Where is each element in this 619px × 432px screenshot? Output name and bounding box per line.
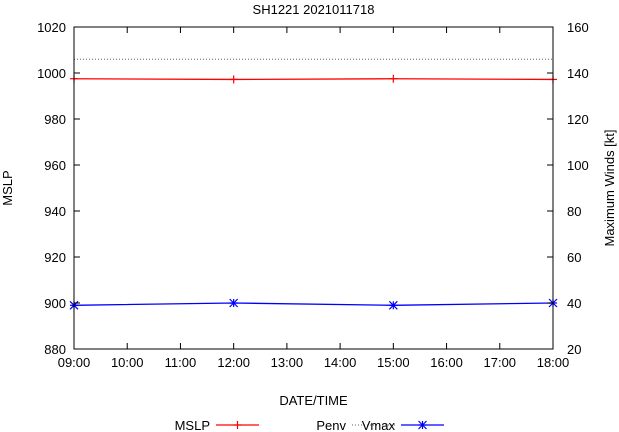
series-point-vmax-d2 xyxy=(229,298,239,308)
x-tick-label: 17:00 xyxy=(484,355,517,370)
y2-axis-title: Maximum Winds [kt] xyxy=(602,129,617,246)
y-tick-label: 940 xyxy=(44,204,66,219)
x-tick-label: 16:00 xyxy=(430,355,463,370)
x-tick-label: 10:00 xyxy=(111,355,144,370)
y-tick-label: 1020 xyxy=(37,20,66,35)
y2-tick-label: 80 xyxy=(567,204,581,219)
y2-tick-label: 100 xyxy=(567,158,589,173)
x-tick-label: 18:00 xyxy=(537,355,570,370)
y-axis-title: MSLP xyxy=(0,170,15,205)
series-point-vmax-d2 xyxy=(388,300,398,310)
legend-label-vmax: Vmax xyxy=(362,418,396,432)
series-point-mslp xyxy=(229,75,238,84)
y2-tick-label: 20 xyxy=(567,342,581,357)
legend-swatch-vmax-marker-d2 xyxy=(418,420,427,430)
series-point-vmax xyxy=(388,300,398,310)
legend-label-penv: Penv xyxy=(316,418,346,432)
legend-swatch-vmax xyxy=(401,420,444,430)
legend-swatch-mslp-marker xyxy=(233,421,242,429)
x-tick-label: 15:00 xyxy=(377,355,410,370)
x-tick-label: 14:00 xyxy=(324,355,357,370)
y2-tick-label: 40 xyxy=(567,296,581,311)
legend: MSLP Penv Vmax xyxy=(175,418,444,432)
y-tick-label: 880 xyxy=(44,342,66,357)
legend-label-mslp: MSLP xyxy=(175,418,210,432)
series-line-mslp xyxy=(73,78,554,81)
x-tick-label: 11:00 xyxy=(165,355,197,370)
legend-swatch-mslp xyxy=(216,421,259,429)
series-point-vmax xyxy=(229,298,239,308)
x-tick-label: 13:00 xyxy=(271,355,304,370)
x-tick-label: 12:00 xyxy=(217,355,250,370)
series-point-mslp xyxy=(389,74,398,83)
y2-tick-label: 140 xyxy=(567,66,589,81)
tick-layer: 09:00 10:00 11:00 12:00 13:00 14:00 15:00 16:00… xyxy=(37,20,589,370)
series-line-vmax xyxy=(73,302,554,306)
y2-tick-label: 120 xyxy=(567,112,589,127)
y-tick-label: 1000 xyxy=(37,66,66,81)
y-tick-label: 920 xyxy=(44,250,66,265)
chart-title: SH1221 2021011718 xyxy=(253,2,375,17)
y2-tick-label: 160 xyxy=(567,20,589,35)
y-tick-label: 900 xyxy=(44,296,66,311)
legend-swatch-vmax-marker xyxy=(418,420,427,430)
plot-frame xyxy=(73,26,554,350)
series-layer xyxy=(69,58,558,310)
x-tick-label: 09:00 xyxy=(58,355,91,370)
y-tick-label: 960 xyxy=(44,158,66,173)
y2-tick-label: 60 xyxy=(567,250,581,265)
y-tick-label: 980 xyxy=(44,112,66,127)
x-axis-title: DATE/TIME xyxy=(279,393,348,408)
